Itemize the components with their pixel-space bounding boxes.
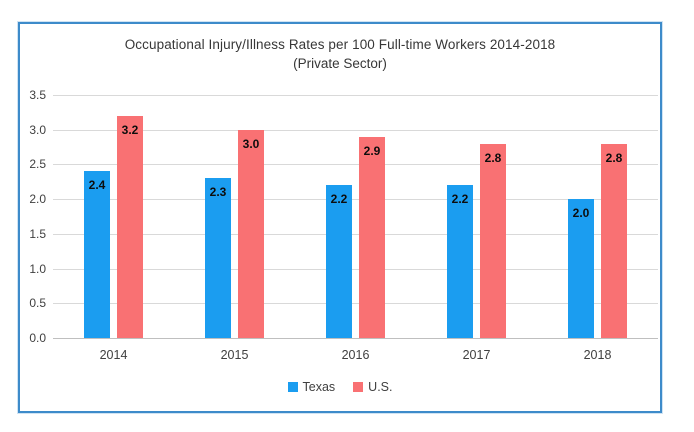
data-label: 2.4 [88,178,106,193]
gridline [53,199,658,201]
bar-texas-2016: 2.2 [326,185,352,338]
data-label: 2.8 [484,150,502,165]
bar-group-2018: 2.0 2.8 [537,95,658,338]
bar-texas-2018: 2.0 [568,199,594,338]
bar-group-2014: 2.4 3.2 [53,95,174,338]
bar-us-2018: 2.8 [601,143,627,338]
bar-us-2016: 2.9 [359,136,385,338]
y-tick-label: 2.5 [29,157,46,172]
legend-label: Texas [302,380,336,394]
legend-swatch-icon [353,382,364,392]
bar-us-2015: 3.0 [238,129,264,338]
bar-texas-2014: 2.4 [84,171,110,338]
y-tick-label: 0.0 [29,331,46,345]
data-label: 3.0 [242,136,260,151]
data-label: 2.0 [572,206,590,221]
x-axis-line [53,338,658,339]
bar-texas-2017: 2.2 [447,185,473,338]
x-tick-label: 2015 [220,348,249,362]
gridline [53,95,658,96]
y-tick-label: 2.0 [29,192,46,207]
data-label: 2.9 [363,143,381,158]
x-axis: 2014 2015 2016 2017 2018 [53,348,658,362]
gridline [53,303,658,305]
bars-area: 2.4 3.2 2.3 3.0 2.2 2.9 2.2 2.8 2.0 2.8 [53,95,658,338]
y-tick-label: 3.0 [29,122,46,137]
legend-label: U.S. [368,380,393,394]
bar-group-2016: 2.2 2.9 [295,95,416,338]
chart-title: Occupational Injury/Illness Rates per 10… [124,37,556,52]
bar-group-2017: 2.2 2.8 [416,95,537,338]
legend: Texas U.S. [20,380,660,394]
x-tick-label: 2014 [99,348,128,362]
data-label: 2.2 [451,192,469,207]
data-label: 2.2 [330,192,348,207]
data-label: 2.8 [605,150,623,165]
y-tick-label: 0.5 [29,296,46,311]
y-tick-label: 1.5 [29,226,46,241]
chart-panel: Occupational Injury/Illness Rates per 10… [18,22,662,413]
plot-area: 3.5 3.0 2.5 2.0 1.5 1.0 0.5 0.0 2.4 3.2 2.3 3.0 2.2… [29,89,658,344]
legend-swatch-icon [287,382,298,392]
gridline [53,164,658,166]
gridline [53,233,658,235]
y-tick-label: 1.0 [29,261,46,276]
legend-item-us: U.S. [353,380,392,394]
data-label: 3.2 [121,122,139,137]
bar-us-2017: 2.8 [480,143,506,338]
x-tick-label: 2018 [583,348,612,362]
gridline [53,268,658,270]
bar-us-2014: 3.2 [117,115,143,338]
x-tick-label: 2016 [341,348,370,362]
bar-texas-2015: 2.3 [205,178,231,338]
legend-item-texas: Texas [287,380,336,394]
x-tick-label: 2017 [462,348,491,362]
bar-group-2015: 2.3 3.0 [174,95,295,338]
chart-subtitle: (Private Sector) [293,56,387,71]
y-tick-label: 3.5 [29,88,46,102]
gridline [53,129,658,131]
data-label: 2.3 [209,185,227,200]
